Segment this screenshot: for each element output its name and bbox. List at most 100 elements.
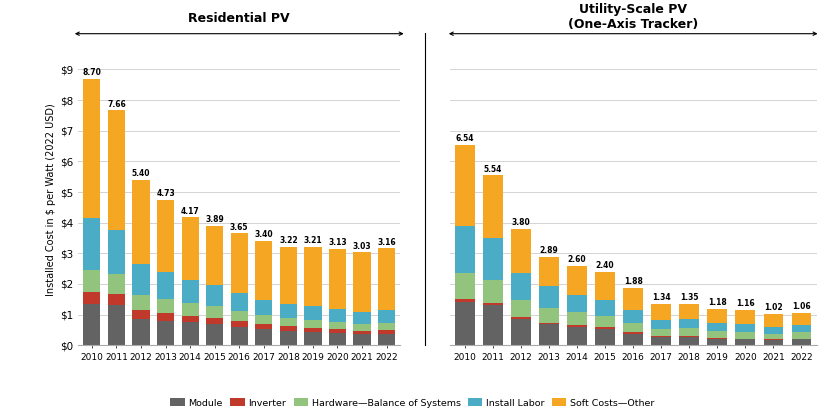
Bar	[182, 322, 199, 345]
Text: 1.02: 1.02	[764, 303, 783, 312]
Legend: Module, Inverter, Hardware—Balance of Systems, Install Labor, Soft Costs—Other: Module, Inverter, Hardware—Balance of Sy…	[167, 394, 658, 411]
Text: 8.70: 8.70	[82, 68, 101, 77]
Bar	[280, 247, 297, 304]
Bar	[255, 315, 272, 324]
Bar	[157, 299, 174, 313]
Bar	[680, 328, 699, 337]
Bar	[652, 336, 671, 337]
Text: 7.66: 7.66	[107, 100, 126, 109]
Bar	[157, 321, 174, 345]
Bar	[304, 319, 322, 328]
Bar	[512, 319, 531, 345]
Bar	[652, 319, 671, 329]
Bar	[680, 304, 699, 319]
Bar	[255, 329, 272, 345]
Bar	[108, 294, 125, 305]
Bar	[512, 273, 531, 300]
Bar	[378, 330, 395, 334]
Bar	[108, 111, 125, 230]
Bar	[596, 300, 615, 316]
Bar	[280, 326, 297, 331]
Bar	[540, 309, 559, 322]
Bar	[231, 311, 248, 322]
Bar	[83, 218, 101, 270]
Bar	[652, 337, 671, 345]
Bar	[652, 304, 671, 319]
Bar	[540, 257, 559, 287]
Bar	[329, 249, 346, 310]
Bar	[652, 329, 671, 336]
Bar	[568, 265, 587, 295]
Bar	[708, 323, 727, 331]
Bar	[378, 310, 395, 322]
Bar	[540, 322, 559, 324]
Text: Residential PV: Residential PV	[188, 12, 290, 25]
Bar	[791, 339, 811, 345]
Bar	[353, 324, 370, 331]
Bar	[708, 339, 727, 345]
Bar	[763, 339, 783, 340]
Text: 3.40: 3.40	[254, 230, 273, 239]
Bar	[304, 306, 322, 319]
Bar	[568, 295, 587, 312]
Bar	[568, 325, 587, 327]
Bar	[680, 337, 699, 345]
Bar	[763, 314, 783, 327]
Bar	[596, 316, 615, 327]
Bar	[735, 339, 755, 345]
Bar	[735, 310, 755, 324]
Bar	[483, 176, 503, 238]
Text: 3.21: 3.21	[304, 236, 323, 245]
Bar	[280, 304, 297, 318]
Bar	[231, 322, 248, 327]
Text: 3.65: 3.65	[230, 223, 248, 232]
Bar	[512, 229, 531, 273]
Bar	[206, 226, 224, 285]
Bar	[596, 329, 615, 345]
Bar	[280, 318, 297, 326]
Bar	[483, 303, 503, 305]
Bar	[791, 313, 811, 325]
Bar	[708, 338, 727, 339]
Text: 2.60: 2.60	[568, 255, 587, 264]
Bar	[596, 272, 615, 300]
Bar	[255, 324, 272, 329]
Bar	[483, 238, 503, 280]
Bar	[182, 218, 199, 280]
Bar	[624, 334, 643, 345]
Text: 6.54: 6.54	[455, 134, 474, 143]
Bar	[540, 324, 559, 345]
Bar	[353, 331, 370, 334]
Bar	[540, 287, 559, 309]
Text: 3.13: 3.13	[328, 238, 346, 248]
Bar	[280, 331, 297, 345]
Bar	[132, 310, 149, 319]
Bar	[83, 270, 101, 292]
Bar	[512, 300, 531, 317]
Bar	[231, 293, 248, 311]
Bar	[708, 331, 727, 338]
Bar	[329, 310, 346, 322]
Text: 3.16: 3.16	[377, 238, 396, 247]
Bar	[108, 305, 125, 345]
Bar	[568, 312, 587, 325]
Bar	[378, 334, 395, 345]
Text: 1.18: 1.18	[708, 298, 727, 307]
Bar	[455, 302, 475, 345]
Bar	[455, 226, 475, 273]
Bar	[329, 329, 346, 333]
Bar	[353, 334, 370, 345]
Bar	[735, 332, 755, 339]
Bar	[304, 247, 322, 306]
Bar	[108, 274, 125, 294]
Bar	[157, 313, 174, 321]
Bar	[791, 332, 811, 339]
Bar	[206, 318, 224, 324]
Text: 3.03: 3.03	[353, 242, 371, 250]
Bar	[182, 280, 199, 303]
Bar	[182, 316, 199, 322]
Bar	[735, 324, 755, 332]
Bar	[83, 79, 101, 218]
Y-axis label: Installed Cost in $ per Watt (2022 USD): Installed Cost in $ per Watt (2022 USD)	[46, 103, 56, 296]
Text: 1.16: 1.16	[736, 299, 755, 308]
